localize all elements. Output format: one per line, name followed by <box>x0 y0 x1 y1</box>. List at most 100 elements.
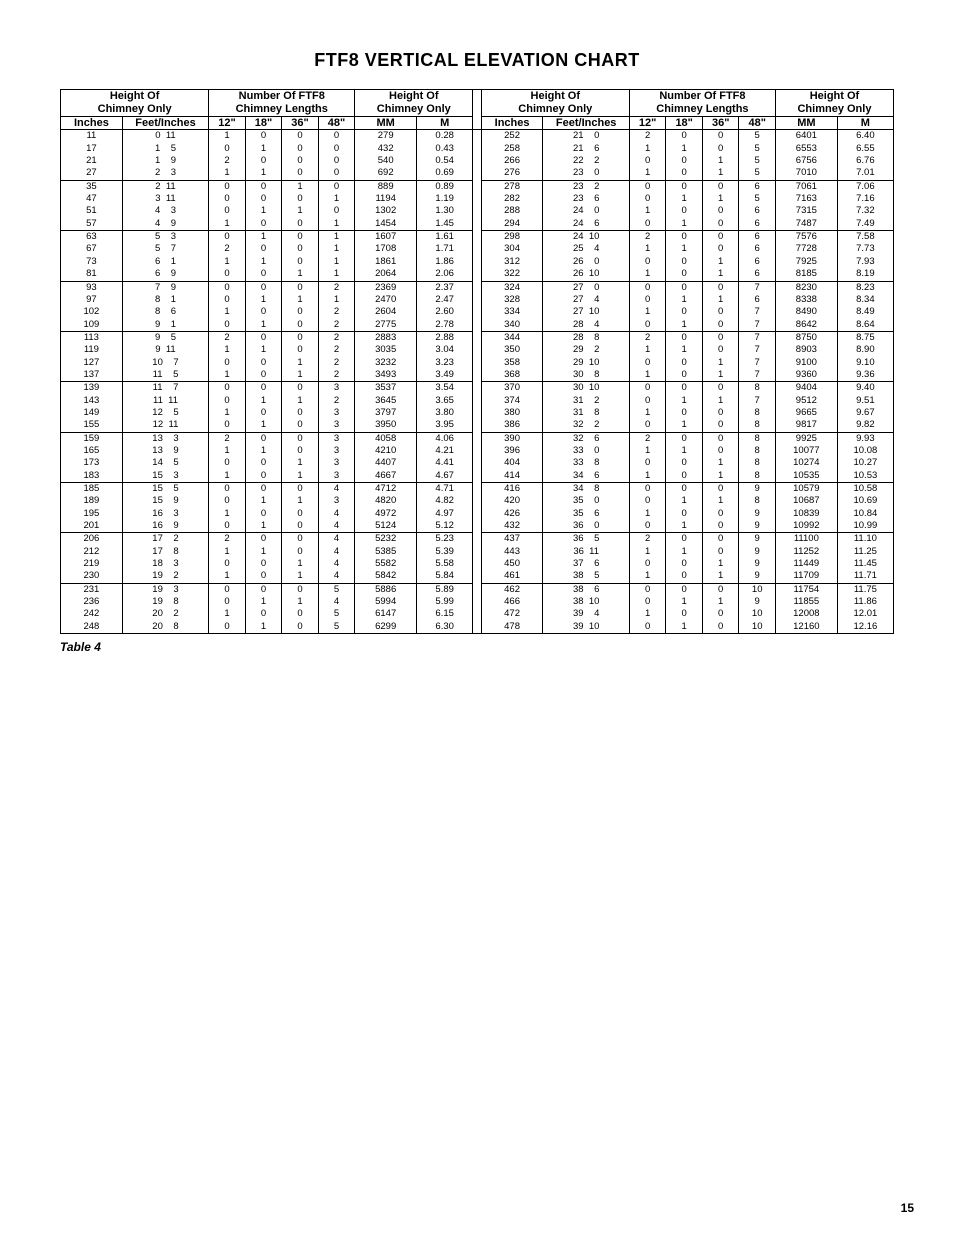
table-cell: 11709 <box>775 570 837 583</box>
table-cell: 334 <box>481 306 543 318</box>
table-cell: 0 <box>209 558 246 570</box>
table-cell: 3 11 <box>122 193 208 205</box>
table-cell: 15 5 <box>122 483 208 496</box>
table-cell: 4 <box>318 520 355 533</box>
sub-36-l: 36" <box>282 117 319 130</box>
table-cell: 31 8 <box>543 407 629 419</box>
table-cell: 0 <box>245 583 282 596</box>
table-cell: 231 <box>61 583 123 596</box>
table-cell: 4 <box>318 558 355 570</box>
table-cell: 2470 <box>355 294 417 306</box>
table-cell: 0 <box>282 445 319 457</box>
table-cell: 0 <box>209 231 246 244</box>
table-cell: 462 <box>481 583 543 596</box>
table-cell: 1 5 <box>122 143 208 155</box>
table-cell: 8.64 <box>837 319 893 332</box>
table-cell: 1 <box>209 608 246 620</box>
table-cell: 304 <box>481 243 543 255</box>
table-cell: 0 <box>209 294 246 306</box>
table-cell: 1 <box>702 570 739 583</box>
table-cell: 21 6 <box>543 143 629 155</box>
table-cell: 8 <box>739 432 776 445</box>
table-cell: 1 <box>209 344 246 356</box>
table-cell: 1 <box>209 130 246 143</box>
table-cell: 34 8 <box>543 483 629 496</box>
table-cell: 0 <box>282 508 319 520</box>
table-cell: 8185 <box>775 268 837 281</box>
table-cell: 0 <box>282 483 319 496</box>
table-cell: 10.27 <box>837 457 893 469</box>
table-cell: 1 <box>666 344 703 356</box>
table-cell: 0 <box>666 281 703 294</box>
table-cell: 10687 <box>775 495 837 507</box>
table-cell: 0 <box>666 180 703 193</box>
table-cell: 1 <box>245 167 282 180</box>
table-cell: 7.49 <box>837 218 893 231</box>
table-cell: 149 <box>61 407 123 419</box>
table-cell: 1 <box>666 294 703 306</box>
table-cell: 2 <box>629 432 666 445</box>
table-cell: 0 <box>245 306 282 318</box>
table-cell: 15 9 <box>122 495 208 507</box>
table-cell: 4972 <box>355 508 417 520</box>
table-cell: 1.61 <box>417 231 473 244</box>
table-cell: 8750 <box>775 331 837 344</box>
table-cell: 540 <box>355 155 417 167</box>
table-cell: 0 <box>666 470 703 483</box>
table-cell: 11.75 <box>837 583 893 596</box>
table-cell: 1 <box>666 218 703 231</box>
table-cell: 1 <box>702 155 739 167</box>
table-cell: 19 8 <box>122 596 208 608</box>
table-cell: 33 0 <box>543 445 629 457</box>
table-cell: 3.49 <box>417 369 473 382</box>
table-cell: 219 <box>61 558 123 570</box>
table-cell: 0 <box>282 419 319 432</box>
table-cell: 4667 <box>355 470 417 483</box>
table-cell: 0 <box>629 495 666 507</box>
table-cell: 39 4 <box>543 608 629 620</box>
table-cell: 0 <box>702 583 739 596</box>
table-cell: 35 0 <box>543 495 629 507</box>
table-cell: 25 4 <box>543 243 629 255</box>
table-cell: 9.67 <box>837 407 893 419</box>
table-cell: 9 1 <box>122 319 208 332</box>
hdr-height-l1: Height OfChimney Only <box>61 90 209 117</box>
table-cell: 7 <box>739 281 776 294</box>
table-body: 110 1110002790.2825221 0200564016.40171 … <box>61 130 894 634</box>
table-cell: 5 <box>318 583 355 596</box>
table-cell: 1607 <box>355 231 417 244</box>
table-cell: 5.99 <box>417 596 473 608</box>
table-cell: 9 <box>739 520 776 533</box>
table-cell: 0 <box>245 483 282 496</box>
table-cell: 1 <box>629 508 666 520</box>
table-cell: 298 <box>481 231 543 244</box>
table-cell: 0 <box>702 319 739 332</box>
table-cell: 3 <box>318 382 355 395</box>
table-cell: 0 <box>209 357 246 369</box>
table-cell: 10.53 <box>837 470 893 483</box>
table-cell: 420 <box>481 495 543 507</box>
table-cell: 1 <box>282 395 319 407</box>
table-cell: 9.82 <box>837 419 893 432</box>
sub-12-r: 12" <box>629 117 666 130</box>
table-cell: 0 <box>629 483 666 496</box>
table-cell: 13 9 <box>122 445 208 457</box>
table-cell: 0 <box>702 483 739 496</box>
table-cell: 0 <box>702 205 739 217</box>
table-cell: 14 5 <box>122 457 208 469</box>
table-cell: 1 <box>318 256 355 268</box>
table-cell: 0 <box>282 407 319 419</box>
table-cell: 8490 <box>775 306 837 318</box>
table-cell: 0 <box>282 533 319 546</box>
table-cell: 8 6 <box>122 306 208 318</box>
table-cell: 6756 <box>775 155 837 167</box>
table-cell: 0 <box>318 180 355 193</box>
sub-18-l: 18" <box>245 117 282 130</box>
hdr-lengths-r: Number Of FTF8Chimney Lengths <box>629 90 775 117</box>
table-cell: 5 <box>739 167 776 180</box>
table-cell: 6.30 <box>417 621 473 634</box>
table-cell: 6553 <box>775 143 837 155</box>
table-cell: 426 <box>481 508 543 520</box>
table-cell: 12 5 <box>122 407 208 419</box>
table-cell: 7.06 <box>837 180 893 193</box>
